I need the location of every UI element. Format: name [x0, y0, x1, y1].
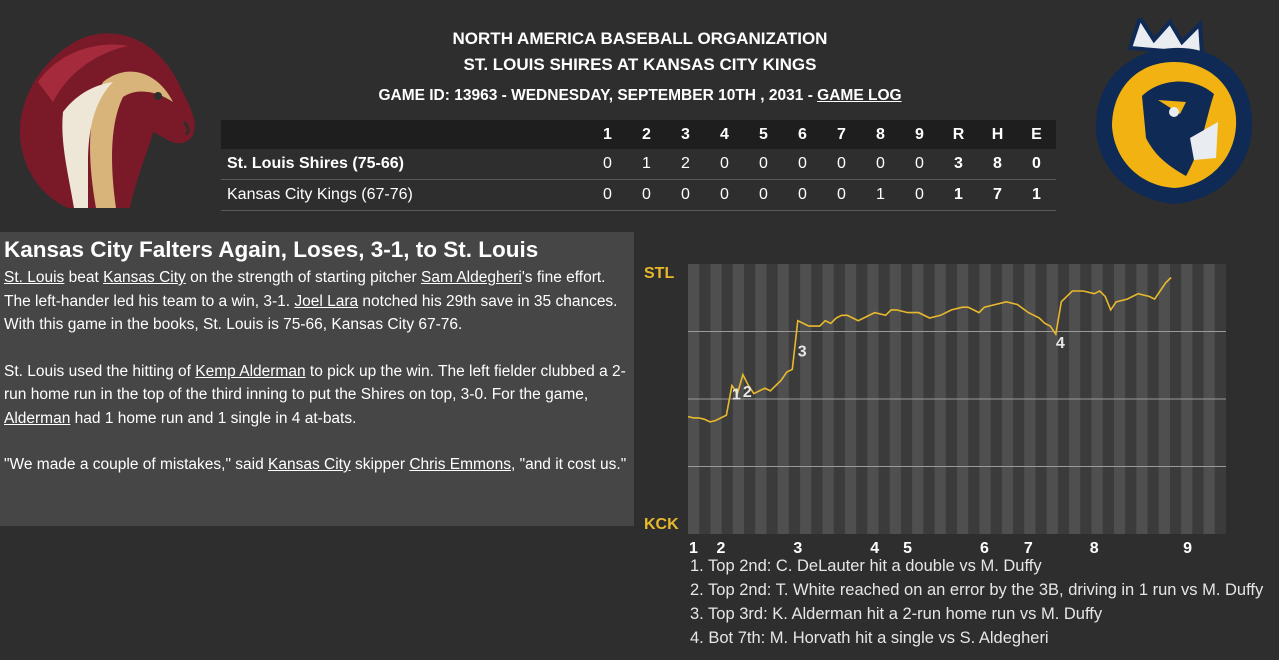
errors-total: 0	[1017, 149, 1056, 180]
x-tick-label: 9	[1183, 540, 1192, 557]
runs-total: 1	[939, 179, 978, 211]
y-label-top: STL	[644, 265, 674, 282]
story-text: had 1 home run and 1 single in 4 at-bats…	[70, 409, 357, 427]
col-inning-4: 4	[705, 120, 744, 149]
x-tick-label: 1	[689, 540, 698, 557]
player-link[interactable]: Kemp Alderman	[195, 362, 306, 380]
story-paragraph-2: St. Louis used the hitting of Kemp Alder…	[4, 360, 630, 431]
col-inning-5: 5	[744, 120, 783, 149]
inning-score: 0	[666, 179, 705, 211]
x-tick-label: 5	[903, 540, 912, 557]
story-text: 's fine effort. The left-hander led his …	[4, 269, 606, 310]
key-play-note: 1. Top 2nd: C. DeLauter hit a double vs …	[690, 557, 1042, 575]
team-link[interactable]: St. Louis	[4, 269, 65, 286]
story-text: beat	[64, 269, 104, 286]
inning-score: 0	[705, 179, 744, 211]
key-play-note: 4. Bot 7th: M. Horvath hit a single vs S…	[690, 629, 1049, 647]
win-probability-line	[687, 276, 1172, 423]
horse-head-logo	[19, 33, 195, 208]
story-paragraph-3: "We made a couple of mistakes," said Kan…	[4, 453, 630, 477]
play-marker: 3	[798, 343, 807, 360]
player-link[interactable]: Sam Aldegheri	[421, 269, 522, 286]
play-marker: 1	[732, 387, 741, 404]
col-hits: H	[978, 120, 1017, 149]
x-tick-label: 3	[793, 540, 802, 557]
story-headline: Kansas City Falters Again, Loses, 3-1, t…	[4, 237, 539, 262]
inning-score: 0	[783, 149, 822, 180]
x-tick-label: 4	[870, 540, 879, 557]
inning-score: 0	[744, 149, 783, 180]
inning-score: 0	[900, 179, 939, 211]
runs-total: 3	[939, 149, 978, 180]
col-runs: R	[939, 120, 978, 149]
inning-score: 0	[822, 149, 861, 180]
matchup-title: ST. LOUIS SHIRES AT KANSAS CITY KINGS	[463, 55, 817, 74]
box-score-table: 1 2 3 4 5 6 7 8 9 R H E St. Louis Shires…	[221, 120, 1056, 211]
inning-score: 0	[861, 149, 900, 180]
col-inning-2: 2	[627, 120, 666, 149]
story-text: notched his 29th save in 35 chances. Wit…	[4, 292, 618, 334]
errors-total: 1	[1017, 179, 1056, 211]
key-play-note: 3. Top 3rd: K. Alderman hit a 2-run home…	[690, 605, 1103, 623]
story-text: St. Louis used the hitting of	[4, 362, 196, 380]
team-name: Kansas City Kings (67-76)	[221, 179, 588, 211]
inning-score: 0	[588, 179, 627, 211]
player-link[interactable]: Alderman	[4, 409, 71, 427]
inning-score: 0	[900, 149, 939, 180]
story-text: skipper	[350, 456, 410, 473]
x-tick-label: 6	[980, 540, 989, 557]
col-inning-3: 3	[666, 120, 705, 149]
x-tick-label: 2	[716, 540, 725, 557]
team-link[interactable]: Kansas City	[103, 269, 186, 286]
team-column-header	[221, 120, 588, 149]
game-info: GAME ID: 13963 - WEDNESDAY, SEPTEMBER 10…	[300, 87, 980, 105]
box-score-row-away: St. Louis Shires (75-66) 0 1 2 0 0 0 0 0…	[221, 149, 1056, 180]
col-inning-9: 9	[900, 120, 939, 149]
story-paragraph-1: St. Louis beat Kansas City on the streng…	[4, 266, 630, 337]
game-log-link[interactable]: GAME LOG	[817, 87, 902, 104]
col-inning-7: 7	[822, 120, 861, 149]
hits-total: 8	[978, 149, 1017, 180]
inning-score: 0	[627, 179, 666, 211]
crowned-lion-logo	[1096, 18, 1253, 205]
story-text: "We made a couple of mistakes," said	[4, 456, 269, 473]
inning-score: 1	[861, 179, 900, 211]
col-errors: E	[1017, 120, 1056, 149]
play-marker: 4	[1056, 335, 1065, 352]
key-plays-list: 1. Top 2nd: C. DeLauter hit a double vs …	[690, 554, 1279, 650]
story-text: , "and it cost us."	[510, 456, 627, 473]
col-inning-1: 1	[588, 120, 627, 149]
col-inning-8: 8	[861, 120, 900, 149]
manager-link[interactable]: Chris Emmons	[409, 456, 511, 473]
box-score-row-home: Kansas City Kings (67-76) 0 0 0 0 0 0 0 …	[221, 179, 1056, 211]
league-title: NORTH AMERICA BASEBALL ORGANIZATION	[452, 29, 828, 48]
team-link[interactable]: Kansas City	[268, 456, 351, 473]
x-tick-label: 8	[1090, 540, 1099, 557]
story-text: on the strength of starting pitcher	[185, 269, 422, 286]
inning-score: 1	[627, 149, 666, 180]
game-story: Kansas City Falters Again, Loses, 3-1, t…	[0, 232, 634, 526]
inning-score: 0	[822, 179, 861, 211]
inning-score: 0	[744, 179, 783, 211]
inning-score: 0	[705, 149, 744, 180]
team-name: St. Louis Shires (75-66)	[221, 149, 588, 180]
play-marker: 2	[743, 384, 752, 401]
player-link[interactable]: Joel Lara	[294, 292, 359, 310]
hits-total: 7	[978, 179, 1017, 211]
box-score-header: 1 2 3 4 5 6 7 8 9 R H E	[221, 120, 1056, 149]
key-play-note: 2. Top 2nd: T. White reached on an error…	[690, 581, 1264, 599]
col-inning-6: 6	[783, 120, 822, 149]
inning-score: 0	[783, 179, 822, 211]
x-tick-label: 7	[1024, 540, 1033, 557]
game-info-text: GAME ID: 13963 - WEDNESDAY, SEPTEMBER 10…	[378, 87, 818, 104]
story-text: to pick up the win. The left fielder clu…	[4, 362, 626, 404]
inning-score: 0	[588, 149, 627, 180]
y-label-bottom: KCK	[644, 516, 679, 533]
inning-score: 2	[666, 149, 705, 180]
